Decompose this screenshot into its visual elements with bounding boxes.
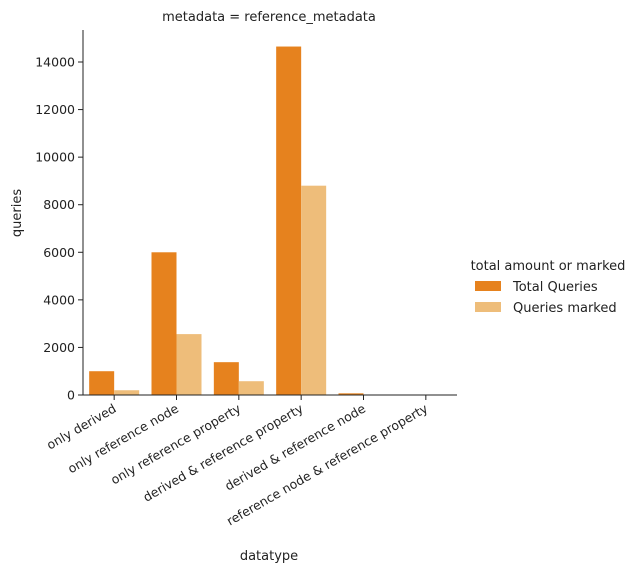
- y-tick-label-6: 12000: [35, 102, 75, 117]
- y-tick-label-2: 4000: [43, 292, 75, 307]
- bar-total-queries-2: [213, 362, 239, 395]
- bar-total-queries-4: [338, 393, 364, 395]
- legend-swatch-0: [475, 281, 501, 291]
- bar-queries-marked-0: [114, 390, 140, 395]
- chart-title: metadata = reference_metadata: [162, 10, 376, 25]
- bar-total-queries-0: [89, 371, 115, 395]
- y-tick-label-1: 2000: [43, 340, 75, 355]
- y-axis-label: queries: [10, 189, 25, 237]
- legend: total amount or marked Total Queries Quer…: [471, 259, 626, 316]
- bar-queries-marked-1: [176, 334, 202, 395]
- y-tick-label-7: 14000: [35, 55, 75, 70]
- legend-label-0: Total Queries: [512, 280, 598, 295]
- y-tick-label-4: 8000: [43, 197, 75, 212]
- y-tick-label-0: 0: [67, 388, 75, 403]
- y-tick-label-3: 6000: [43, 245, 75, 260]
- bar-queries-marked-3: [301, 185, 327, 395]
- bar-queries-marked-2: [238, 381, 264, 395]
- legend-swatch-1: [475, 302, 501, 312]
- bar-total-queries-3: [276, 46, 302, 396]
- x-axis-label: datatype: [240, 549, 298, 564]
- y-tick-label-5: 10000: [35, 150, 75, 165]
- legend-title: total amount or marked: [471, 259, 626, 274]
- bar-total-queries-1: [151, 252, 177, 395]
- legend-label-1: Queries marked: [513, 301, 617, 316]
